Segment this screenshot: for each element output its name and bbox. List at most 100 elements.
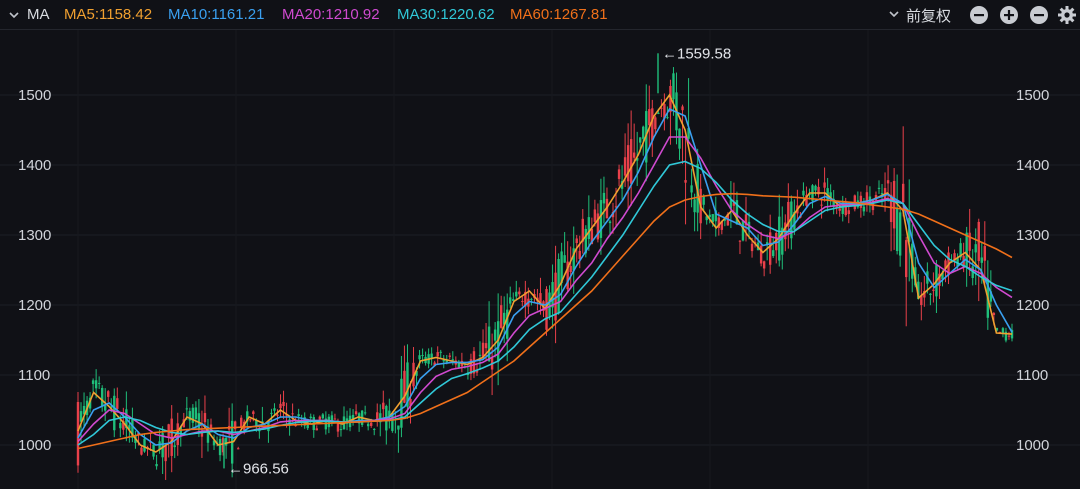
candle-body: [104, 405, 107, 411]
candle-body: [929, 293, 932, 295]
candle-body: [194, 407, 198, 419]
add-indicator-icon[interactable]: [1000, 6, 1018, 24]
candle-body: [823, 182, 826, 188]
candle-body: [941, 272, 944, 280]
collapse-icon[interactable]: [970, 6, 988, 24]
candle-body: [221, 437, 225, 453]
candle-body: [708, 214, 711, 218]
candle-body: [288, 419, 291, 426]
ma-indicator-title[interactable]: MA: [27, 6, 50, 23]
candle-body: [684, 180, 687, 183]
candle-body: [273, 408, 276, 411]
candle-body: [968, 232, 971, 251]
candle-body: [97, 382, 101, 384]
candle-body: [521, 301, 524, 303]
candle-body: [581, 218, 584, 242]
candle-body: [345, 418, 349, 424]
candle-body: [493, 329, 497, 341]
candle-body: [388, 410, 391, 421]
candle-body: [128, 425, 131, 430]
candle-body: [768, 232, 772, 265]
candle-body: [995, 327, 999, 331]
candle-body: [938, 273, 941, 286]
y-tick-label-left: 1500: [18, 87, 51, 104]
candle-body: [252, 411, 255, 415]
candle-body: [397, 425, 400, 430]
candle-body: [953, 253, 956, 261]
gear-icon[interactable]: [1057, 5, 1077, 25]
candle-body: [817, 186, 820, 195]
candle-body: [448, 355, 451, 357]
chevron-down-icon[interactable]: [8, 9, 20, 21]
candle-body: [376, 412, 379, 421]
candle-body: [518, 291, 521, 295]
candle-body: [200, 431, 204, 437]
high-annotation: ←1559.58: [662, 45, 731, 62]
ma60-line: [77, 192, 1013, 450]
candle-body: [502, 312, 506, 325]
candle-body: [678, 128, 681, 149]
candle-body: [173, 445, 176, 448]
candle-body: [119, 423, 122, 429]
price-chart[interactable]: 1000 1000 1100 1100 1200 1200 1300 1300 1400 1400…: [0, 30, 1080, 489]
candle-body: [551, 282, 554, 308]
candle-body: [203, 413, 207, 423]
candle-body: [369, 422, 373, 426]
candle-body: [545, 289, 548, 330]
candle-body: [877, 187, 881, 189]
candle-body: [1001, 328, 1005, 334]
candle-body: [297, 414, 300, 417]
candle-body: [693, 199, 696, 213]
price-adjust-selector[interactable]: 前复权: [906, 8, 952, 25]
candle-body: [566, 261, 569, 290]
candle-body: [406, 362, 409, 407]
remove-indicator-icon[interactable]: [1030, 6, 1048, 24]
candle-body: [509, 297, 512, 304]
candle-body: [185, 408, 189, 410]
candle-body: [944, 260, 947, 269]
candle-body: [690, 185, 693, 193]
ma60-value: MA60:1267.81: [510, 6, 608, 23]
candle-body: [548, 292, 551, 317]
candle-body: [635, 157, 639, 161]
candle-body: [787, 201, 790, 227]
candle-body: [1007, 335, 1011, 337]
candle-body: [892, 180, 896, 229]
candle-body: [363, 412, 367, 414]
candle-body: [412, 362, 415, 387]
candle-body: [161, 433, 164, 458]
candle-body: [282, 401, 285, 407]
candle-body: [717, 217, 721, 228]
candle-body: [143, 438, 146, 452]
candle-body: [599, 200, 603, 238]
candle-body: [623, 157, 627, 176]
y-tick-label-left: 1000: [18, 437, 51, 454]
candle-body: [590, 228, 594, 245]
low-annotation: ←966.56: [228, 460, 289, 477]
candle-body: [735, 200, 739, 225]
candle-body: [164, 445, 167, 462]
candle-body: [158, 441, 161, 450]
candle-body: [989, 291, 993, 302]
candle-body: [391, 413, 394, 431]
candle-body: [442, 359, 445, 362]
candle-body: [666, 117, 669, 119]
candle-body: [82, 405, 86, 415]
candle-body: [191, 407, 195, 423]
candle-body: [475, 369, 479, 373]
candle-body: [487, 326, 491, 362]
chevron-down-icon[interactable]: [888, 8, 900, 20]
candle-body: [439, 351, 442, 353]
candle-body: [76, 402, 80, 466]
candle-body: [122, 421, 125, 430]
candle-body: [560, 251, 563, 284]
ma30-line: [77, 160, 1013, 446]
candle-body: [793, 211, 796, 230]
candle-body: [575, 238, 578, 244]
candle-body: [379, 413, 382, 423]
candle-body: [400, 378, 403, 428]
candle-body: [197, 413, 201, 429]
candle-body: [672, 73, 675, 100]
candle-body: [279, 403, 282, 409]
candle-body: [814, 185, 817, 191]
